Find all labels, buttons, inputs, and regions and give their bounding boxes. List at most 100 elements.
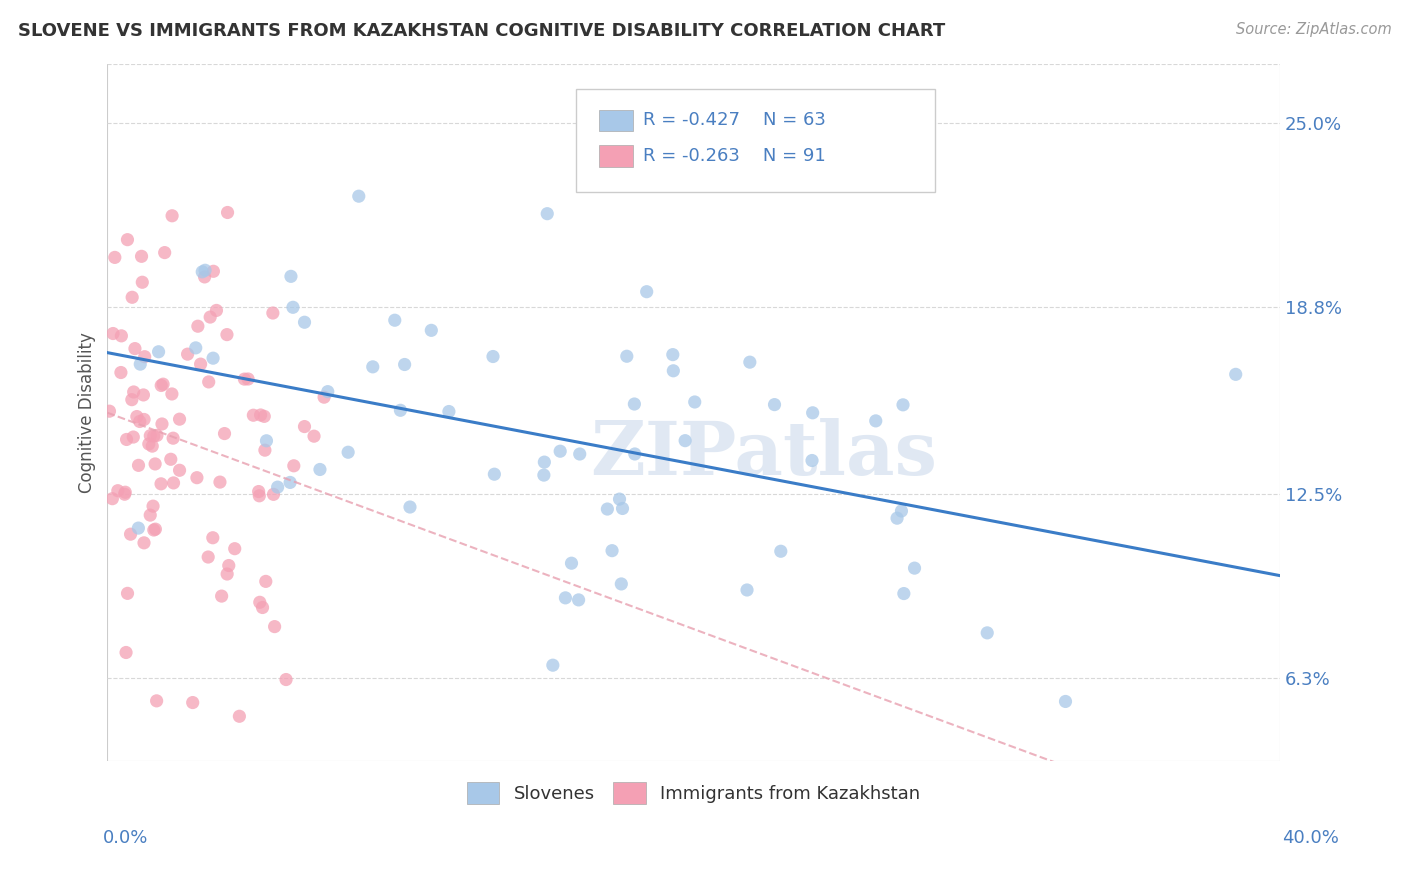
Point: [124, 342, 146, 356]
Point: [125, 409, 148, 424]
Point: [314, 390, 336, 404]
Point: [176, 347, 198, 361]
Point: [117, 586, 139, 600]
Point: [218, 558, 240, 573]
Point: [197, 375, 219, 389]
Point: [217, 567, 239, 582]
Point: [197, 549, 219, 564]
Point: [169, 412, 191, 426]
Point: [122, 430, 145, 444]
Point: [194, 263, 217, 277]
Point: [263, 487, 285, 501]
Point: [159, 452, 181, 467]
Point: [278, 475, 301, 490]
Point: [623, 447, 645, 461]
Point: [612, 501, 634, 516]
Point: [801, 453, 824, 467]
Point: [141, 439, 163, 453]
Point: [201, 531, 224, 545]
Point: [153, 245, 176, 260]
Point: [162, 475, 184, 490]
Point: [98, 404, 121, 418]
Point: [249, 595, 271, 609]
Point: [533, 455, 555, 469]
Point: [224, 541, 246, 556]
Point: [560, 556, 582, 570]
Point: [247, 484, 270, 499]
Point: [115, 433, 138, 447]
Point: [763, 398, 786, 412]
Point: [616, 349, 638, 363]
Point: [160, 209, 183, 223]
Point: [254, 574, 277, 589]
Point: [683, 395, 706, 409]
Point: [120, 527, 142, 541]
Point: [162, 431, 184, 445]
Point: [114, 485, 136, 500]
Point: [384, 313, 406, 327]
Point: [117, 233, 139, 247]
Point: [131, 275, 153, 289]
Point: [145, 694, 167, 708]
Point: [536, 207, 558, 221]
Point: [152, 377, 174, 392]
Text: 40.0%: 40.0%: [1282, 829, 1339, 847]
Point: [554, 591, 576, 605]
Point: [148, 344, 170, 359]
Point: [568, 447, 591, 461]
Point: [437, 404, 460, 418]
Point: [541, 658, 564, 673]
Point: [150, 476, 173, 491]
Point: [769, 544, 792, 558]
Point: [600, 543, 623, 558]
Point: [181, 696, 204, 710]
Point: [420, 323, 443, 337]
Point: [127, 521, 149, 535]
Point: [187, 319, 209, 334]
Point: [114, 487, 136, 501]
Point: [361, 359, 384, 374]
Point: [533, 468, 555, 483]
Point: [217, 205, 239, 219]
Point: [280, 269, 302, 284]
Point: [107, 483, 129, 498]
Point: [249, 408, 271, 422]
Point: [131, 249, 153, 263]
Point: [208, 475, 231, 489]
Point: [1225, 368, 1247, 382]
Text: R = -0.263    N = 91: R = -0.263 N = 91: [643, 147, 825, 165]
Point: [903, 561, 925, 575]
Point: [389, 403, 412, 417]
Point: [263, 619, 285, 633]
Point: [252, 600, 274, 615]
Point: [191, 265, 214, 279]
Point: [150, 417, 173, 431]
Point: [236, 372, 259, 386]
Point: [129, 357, 152, 371]
Point: [891, 398, 914, 412]
Point: [194, 269, 217, 284]
Point: [281, 301, 304, 315]
Point: [735, 582, 758, 597]
Point: [266, 480, 288, 494]
Point: [253, 443, 276, 458]
Point: [976, 625, 998, 640]
Text: R = -0.427    N = 63: R = -0.427 N = 63: [643, 112, 825, 129]
Point: [596, 502, 619, 516]
Point: [186, 471, 208, 485]
Point: [132, 412, 155, 426]
Point: [202, 351, 225, 366]
Point: [548, 444, 571, 458]
Point: [198, 310, 221, 324]
Point: [609, 492, 631, 507]
Point: [394, 358, 416, 372]
Point: [150, 378, 173, 392]
Point: [104, 251, 127, 265]
Point: [893, 586, 915, 600]
Point: [110, 329, 132, 343]
Point: [202, 264, 225, 278]
Legend: Slovenes, Immigrants from Kazakhstan: Slovenes, Immigrants from Kazakhstan: [460, 774, 928, 811]
Point: [142, 523, 165, 537]
Text: 0.0%: 0.0%: [103, 829, 148, 847]
Point: [122, 384, 145, 399]
